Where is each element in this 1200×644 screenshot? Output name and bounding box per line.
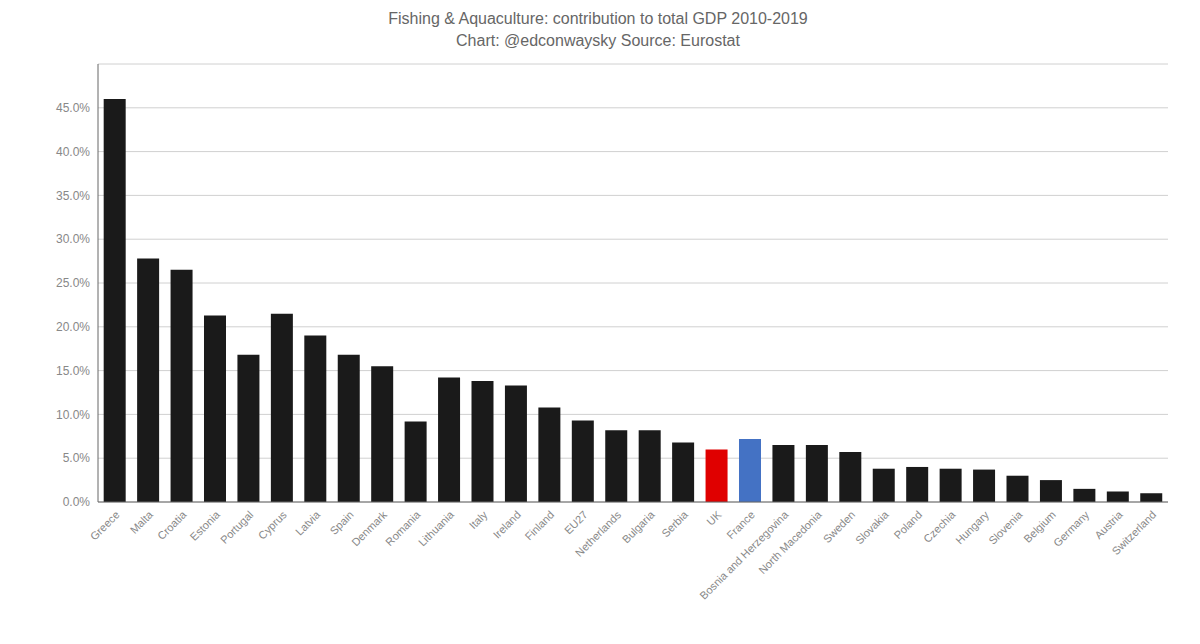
svg-text:25.0%: 25.0% [56,276,90,290]
svg-text:20.0%: 20.0% [56,320,90,334]
svg-text:Poland: Poland [891,508,924,541]
svg-text:EU27: EU27 [562,508,590,536]
svg-text:Slovakia: Slovakia [853,508,892,547]
svg-text:Latvia: Latvia [293,508,323,538]
svg-text:Hungary: Hungary [953,508,991,546]
svg-text:Estonia: Estonia [187,508,222,543]
svg-text:Finland: Finland [522,508,556,542]
svg-text:45.0%: 45.0% [56,101,90,115]
svg-text:Austria: Austria [1092,508,1125,541]
svg-text:Romania: Romania [383,508,423,549]
svg-text:Cyprus: Cyprus [256,508,289,541]
svg-text:Bulgaria: Bulgaria [620,508,658,546]
svg-text:Serbia: Serbia [659,508,691,540]
svg-text:40.0%: 40.0% [56,145,90,159]
svg-text:Netherlands: Netherlands [573,508,624,559]
svg-text:Greece: Greece [88,508,122,542]
svg-text:Spain: Spain [327,508,355,536]
svg-text:Malta: Malta [128,508,156,536]
svg-text:Slovenia: Slovenia [986,508,1025,547]
svg-text:Portugal: Portugal [218,508,255,545]
html-text:Chart: @edconwaysky Source: Eu: Chart: @edconwaysky Source: Eurostat [456,32,740,49]
svg-text:Denmark: Denmark [349,508,389,548]
svg-text:Sweden: Sweden [821,508,858,545]
svg-text:Switzerland: Switzerland [1110,508,1159,557]
svg-text:Italy: Italy [467,508,490,531]
html-text:Fishing & Aquaculture: contrib: Fishing & Aquaculture: contribution to t… [388,10,808,27]
svg-text:35.0%: 35.0% [56,189,90,203]
svg-text:France: France [724,508,757,541]
svg-text:Ireland: Ireland [491,508,523,540]
svg-text:10.0%: 10.0% [56,408,90,422]
svg-text:Belgium: Belgium [1021,508,1058,545]
svg-text:North Macedonia: North Macedonia [756,508,824,576]
svg-text:30.0%: 30.0% [56,232,90,246]
svg-text:Czechia: Czechia [921,508,958,545]
svg-text:0.0%: 0.0% [63,495,91,509]
svg-text:Croatia: Croatia [155,508,189,542]
svg-text:Lithuania: Lithuania [416,508,457,549]
svg-text:5.0%: 5.0% [63,451,91,465]
svg-text:UK: UK [704,508,724,528]
svg-text:15.0%: 15.0% [56,364,90,378]
svg-text:Bosnia and Herzegovina: Bosnia and Herzegovina [697,508,791,602]
svg-text:Germany: Germany [1051,508,1092,549]
